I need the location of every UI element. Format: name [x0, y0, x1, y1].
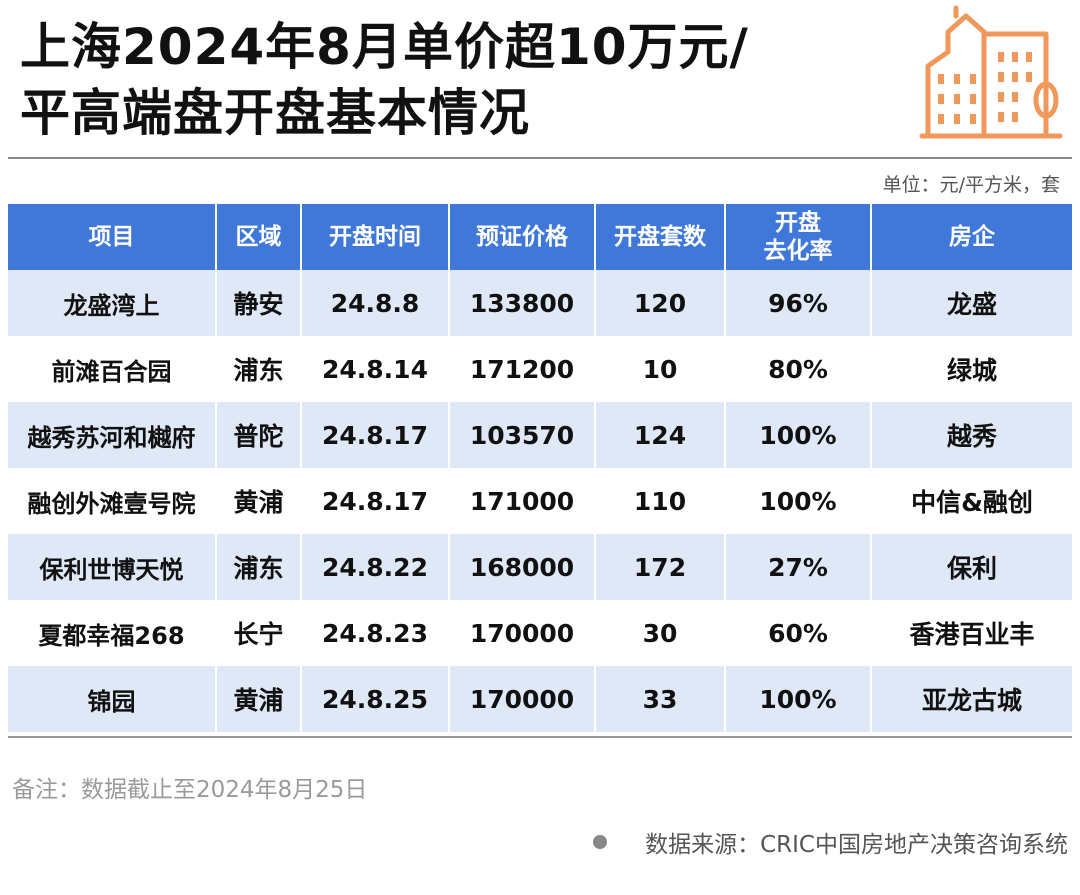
table-row: 融创外滩壹号院 黄浦 24.8.17 171000 110 100% 中信&融创: [8, 468, 1072, 534]
source-text: 数据来源：CRIC中国房地产决策咨询系统: [645, 832, 1068, 858]
cell-sell-through: 100%: [725, 468, 872, 534]
table-row: 保利世博天悦 浦东 24.8.22 168000 172 27% 保利: [8, 534, 1072, 600]
cell-district: 长宁: [216, 600, 302, 666]
cell-price: 170000: [449, 666, 596, 732]
cell-open-date: 24.8.17: [301, 468, 450, 534]
table-bottom-rule: [8, 736, 1072, 738]
header-district: 区域: [216, 204, 302, 270]
cell-sell-through: 27%: [725, 534, 872, 600]
cell-project: 锦园: [8, 666, 217, 732]
cell-open-date: 24.8.22: [301, 534, 450, 600]
cell-price: 171200: [449, 336, 596, 402]
cell-price: 168000: [449, 534, 596, 600]
cell-price: 103570: [449, 402, 596, 468]
cell-project: 融创外滩壹号院: [8, 468, 217, 534]
cell-developer: 中信&融创: [871, 468, 1072, 534]
cell-district: 普陀: [216, 402, 302, 468]
cell-units: 110: [595, 468, 726, 534]
table-header-row: 项目 区域 开盘时间 预证价格 开盘套数 开盘 去化率 房企: [8, 204, 1072, 270]
cell-price: 133800: [449, 270, 596, 336]
cell-open-date: 24.8.25: [301, 666, 450, 732]
title-divider: [8, 157, 1072, 159]
cell-price: 170000: [449, 600, 596, 666]
header-sell-through: 开盘 去化率: [725, 204, 872, 270]
cell-project: 越秀苏河和樾府: [8, 402, 217, 468]
table-row: 越秀苏河和樾府 普陀 24.8.17 103570 124 100% 越秀: [8, 402, 1072, 468]
city-buildings-icon: [919, 5, 1063, 139]
cell-sell-through: 60%: [725, 600, 872, 666]
cell-developer: 龙盛: [871, 270, 1072, 336]
cell-district: 黄浦: [216, 468, 302, 534]
cell-sell-through: 100%: [725, 666, 872, 732]
cell-project: 夏都幸福268: [8, 600, 217, 666]
footnote: 备注：数据截止至2024年8月25日: [12, 777, 368, 803]
cell-open-date: 24.8.17: [301, 402, 450, 468]
header-developer: 房企: [871, 204, 1072, 270]
cell-sell-through: 96%: [725, 270, 872, 336]
title-line-1: 上海2024年8月单价超10万元/: [20, 18, 749, 76]
table-row: 夏都幸福268 长宁 24.8.23 170000 30 60% 香港百业丰: [8, 600, 1072, 666]
cell-project: 前滩百合园: [8, 336, 217, 402]
cell-district: 浦东: [216, 534, 302, 600]
cell-district: 静安: [216, 270, 302, 336]
cell-open-date: 24.8.23: [301, 600, 450, 666]
price-table: 项目 区域 开盘时间 预证价格 开盘套数 开盘 去化率 房企 龙盛湾上 静安 2…: [8, 204, 1072, 732]
header-project: 项目: [8, 204, 217, 270]
cell-district: 浦东: [216, 336, 302, 402]
cell-developer: 亚龙古城: [871, 666, 1072, 732]
table-row: 锦园 黄浦 24.8.25 170000 33 100% 亚龙古城: [8, 666, 1072, 732]
cell-project: 保利世博天悦: [8, 534, 217, 600]
cell-units: 172: [595, 534, 726, 600]
table-row: 龙盛湾上 静安 24.8.8 133800 120 96% 龙盛: [8, 270, 1072, 336]
cell-units: 10: [595, 336, 726, 402]
table-row: 前滩百合园 浦东 24.8.14 171200 10 80% 绿城: [8, 336, 1072, 402]
header-open-date: 开盘时间: [301, 204, 450, 270]
cell-developer: 越秀: [871, 402, 1072, 468]
unit-label: 单位：元/平方米，套: [882, 174, 1060, 196]
cell-units: 124: [595, 402, 726, 468]
cell-sell-through: 80%: [725, 336, 872, 402]
cell-units: 120: [595, 270, 726, 336]
header-units: 开盘套数: [595, 204, 726, 270]
cell-project: 龙盛湾上: [8, 270, 217, 336]
cell-developer: 香港百业丰: [871, 600, 1072, 666]
title-line-2: 平高端盘开盘基本情况: [20, 84, 530, 142]
header-price: 预证价格: [449, 204, 596, 270]
cell-price: 171000: [449, 468, 596, 534]
source-line: 数据来源：CRIC中国房地产决策咨询系统: [593, 825, 1068, 859]
bullet-icon: [593, 835, 608, 849]
page-title: 上海2024年8月单价超10万元/ 平高端盘开盘基本情况: [20, 14, 900, 146]
cell-developer: 绿城: [871, 336, 1072, 402]
cell-open-date: 24.8.8: [301, 270, 450, 336]
cell-units: 33: [595, 666, 726, 732]
cell-sell-through: 100%: [725, 402, 872, 468]
cell-units: 30: [595, 600, 726, 666]
cell-open-date: 24.8.14: [301, 336, 450, 402]
cell-developer: 保利: [871, 534, 1072, 600]
cell-district: 黄浦: [216, 666, 302, 732]
